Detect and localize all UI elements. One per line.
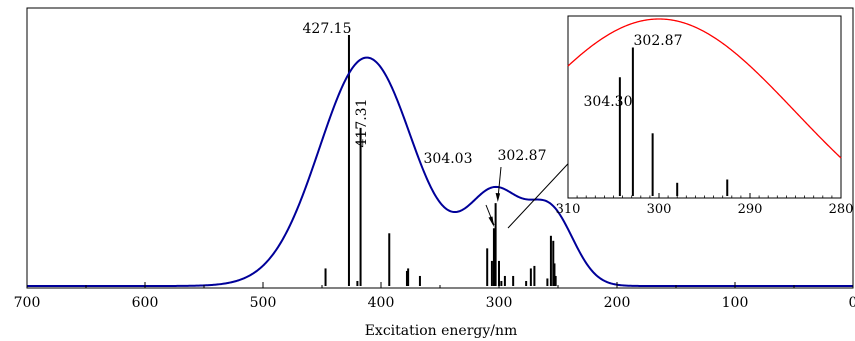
inset-x-tick-label-290: 290 (738, 202, 763, 217)
x-tick-label-0: 0 (849, 295, 855, 311)
x-tick-label-300: 300 (486, 295, 513, 311)
peak-label-417-31: 417.31 (354, 99, 370, 148)
x-tick-label-100: 100 (722, 295, 749, 311)
broadened-spectrum-curve (27, 56, 853, 287)
x-tick-label-400: 400 (368, 295, 395, 311)
x-axis-title: Excitation energy/nm (365, 323, 518, 339)
inset-x-tick-label-310: 310 (556, 202, 581, 217)
x-tick-label-500: 500 (250, 295, 277, 311)
x-tick-label-200: 200 (604, 295, 631, 311)
annotation-arrowhead-304-03 (488, 216, 494, 227)
inset-x-tick-label-300: 300 (647, 202, 672, 217)
inset-peak-label-304-30: 304.30 (584, 94, 633, 110)
inset-peak-label-302-87: 302.87 (634, 33, 683, 49)
x-tick-label-600: 600 (132, 295, 159, 311)
peak-label-304-03: 304.03 (424, 151, 473, 167)
x-axis-ticks: 700 600 500 400 300 200 100 0 (14, 282, 855, 311)
inset-stick-spectrum (618, 47, 729, 196)
inset-broadened-curve (567, 18, 842, 159)
annotation-arrow-302-87 (497, 166, 502, 199)
stick-spectrum (324, 35, 557, 286)
peak-labels: 427.15 417.31 304.03 302.87 (303, 21, 547, 167)
inset-x-tick-label-280: 280 (829, 202, 854, 217)
inset-frame (567, 15, 842, 199)
inset-peak-labels: 304.30 302.87 (584, 33, 683, 110)
annotation-arrowhead-302-87 (495, 193, 501, 202)
inset-x-axis-ticks: 310 300 290 280 (556, 193, 854, 217)
peak-label-427-15: 427.15 (303, 21, 352, 37)
peak-label-302-87: 302.87 (498, 148, 547, 164)
x-tick-label-700: 700 (14, 295, 41, 311)
